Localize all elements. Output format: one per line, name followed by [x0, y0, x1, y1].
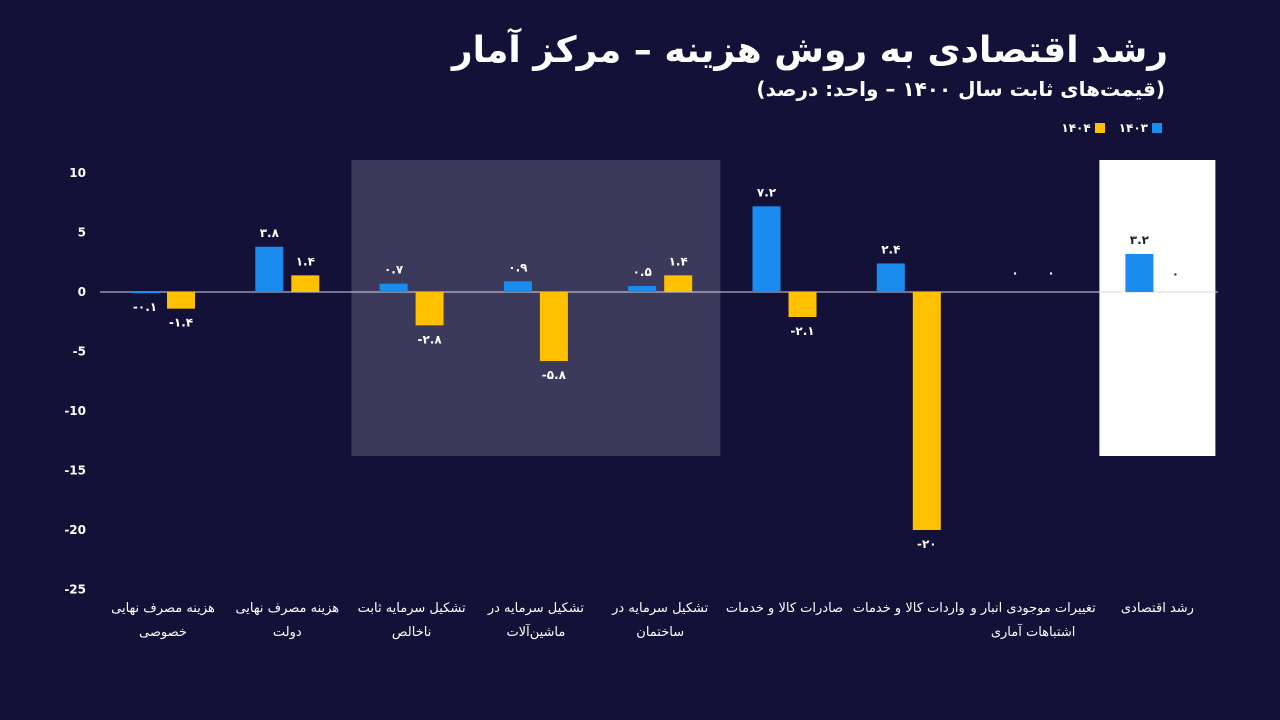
bar-1403	[503, 281, 532, 292]
data-label: ۰.۵	[633, 265, 652, 279]
legend-swatch-1404	[1094, 123, 1105, 133]
bar-1403	[131, 292, 159, 294]
data-label: ۳.۲	[1130, 233, 1150, 247]
y-tick-label: 10	[69, 166, 86, 180]
category-label: هزینه مصرف نهایی	[111, 601, 215, 616]
y-tick-label: -5	[73, 345, 86, 359]
bar-1404	[664, 275, 693, 292]
chart-subtitle: (قیمت‌های ثابت سال ۱۴۰۰ – واحد: درصد)	[756, 77, 1165, 101]
legend-label-1404: ۱۴۰۴	[1061, 121, 1091, 135]
bar-1403	[255, 246, 284, 292]
category-label: صادرات کالا و خدمات	[726, 601, 843, 616]
data-label: ۱.۴	[296, 254, 315, 268]
y-tick-label: 0	[78, 285, 86, 299]
bar-1403	[379, 283, 408, 292]
data-label: ۲.۴	[881, 242, 900, 256]
legend-label-1403: ۱۴۰۳	[1118, 121, 1148, 135]
category-label: هزینه مصرف نهایی	[235, 601, 339, 616]
bar-1404	[539, 292, 568, 362]
category-label: رشد اقتصادی	[1121, 601, 1194, 616]
category-label: ناخالص	[392, 625, 431, 640]
legend-item-1404: ۱۴۰۴	[1061, 121, 1105, 135]
legend-item-1403: ۱۴۰۳	[1119, 121, 1162, 135]
category-label: ساختمان	[636, 625, 684, 640]
data-label: ۰	[1172, 267, 1179, 281]
data-label: ۳.۸	[260, 226, 280, 240]
legend: ۱۴۰۳ ۱۴۰۴	[1061, 121, 1162, 135]
bar-1403	[1125, 253, 1154, 292]
bar-1404	[788, 292, 817, 317]
category-label: دولت	[273, 625, 302, 640]
data-label: ۰	[1047, 266, 1054, 280]
bar-1404	[291, 275, 320, 292]
category-label: تشکیل سرمایه در	[611, 601, 708, 616]
data-label: -۲.۸	[418, 332, 443, 346]
y-tick-label: -20	[64, 523, 86, 537]
legend-swatch-1403	[1152, 123, 1162, 133]
category-label: تشکیل سرمایه در	[487, 601, 584, 616]
highlight-panel-capital-formation	[351, 160, 721, 456]
category-label: ماشین‌آلات	[506, 623, 565, 640]
bar-1404	[167, 292, 195, 309]
data-label: ۷.۲	[757, 185, 777, 199]
y-tick-label: -25	[64, 583, 86, 597]
category-label: تشکیل سرمایه ثابت	[358, 601, 466, 616]
bar-1403	[752, 206, 781, 292]
y-tick-label: -15	[64, 464, 86, 478]
category-label: تغییرات موجودی انبار و	[969, 601, 1096, 616]
data-label: ۰.۷	[384, 263, 404, 277]
y-tick-label: -10	[64, 404, 86, 418]
category-label: اشتباهات آماری	[991, 623, 1076, 640]
chart-title: رشد اقتصادی به روش هزینه – مرکز آمار	[451, 30, 1168, 71]
bar-1404	[912, 292, 941, 530]
data-label: -۱.۴	[169, 316, 193, 330]
data-label: -۰.۱	[133, 300, 157, 314]
category-label: خصوصی	[139, 625, 187, 640]
data-label: ۱.۴	[669, 254, 688, 268]
data-label: ۰	[1011, 266, 1018, 280]
data-label: ۰.۹	[508, 260, 528, 274]
bar-1403	[628, 286, 657, 292]
bar-1404	[415, 292, 444, 326]
data-label: -۲۰	[917, 537, 937, 551]
y-tick-label: 5	[78, 226, 86, 240]
category-label: واردات کالا و خدمات	[853, 601, 965, 616]
highlight-panel-economic-growth	[1099, 160, 1216, 456]
data-label: -۲.۱	[790, 324, 814, 338]
data-label: -۵.۸	[542, 368, 567, 382]
bar-1403	[876, 263, 905, 292]
